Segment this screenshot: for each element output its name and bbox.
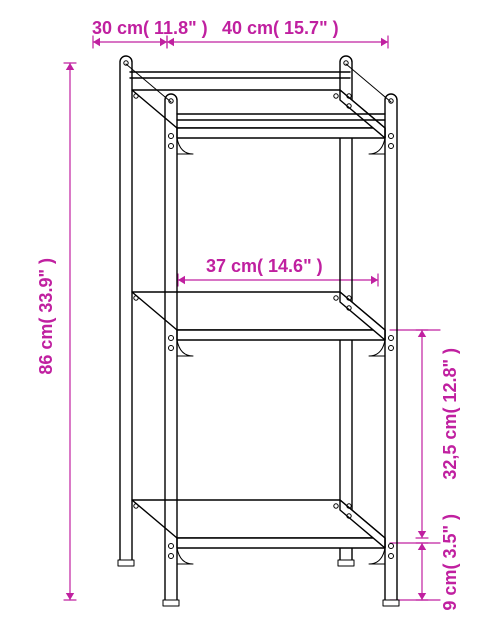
bookshelf-diagram: [0, 0, 500, 641]
dim-shelf-gap: 32,5 cm( 12.8" ): [440, 348, 461, 480]
dim-width: 40 cm( 15.7" ): [222, 18, 339, 39]
dim-foot: 9 cm( 3.5" ): [440, 514, 461, 611]
dim-depth: 30 cm( 11.8" ): [92, 18, 208, 39]
dim-height: 86 cm( 33.9" ): [36, 258, 57, 375]
dim-inner-width: 37 cm( 14.6" ): [206, 256, 323, 277]
